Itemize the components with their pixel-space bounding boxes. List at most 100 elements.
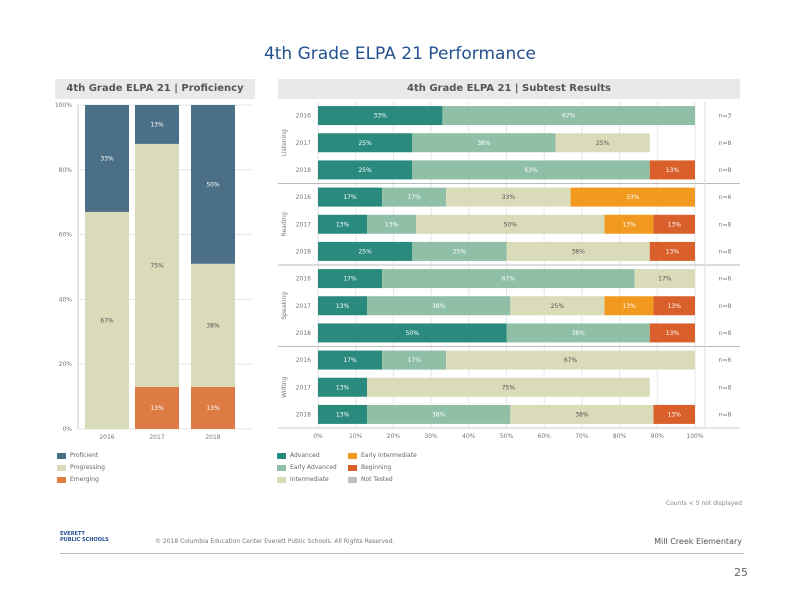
bar-segment: [382, 350, 447, 370]
row-year-label: 2016: [296, 357, 311, 364]
data-label: 38%: [477, 140, 491, 147]
legend-progressing: Progressing: [57, 464, 105, 471]
bar-segment: [506, 323, 650, 343]
data-label: 13%: [668, 303, 682, 310]
legend-advanced: Advanced: [277, 452, 320, 459]
y-tick-label: 60%: [59, 232, 73, 239]
x-tick-label: 90%: [651, 433, 665, 440]
x-tick-label: 40%: [462, 433, 476, 440]
bar-segment: [412, 133, 556, 153]
bar-segment: [442, 106, 695, 126]
legend-swatch-early-intermediate: [348, 452, 357, 459]
row-n-label: n=8: [719, 140, 732, 147]
data-label: 33%: [626, 194, 640, 201]
data-label: 38%: [571, 330, 585, 337]
legend-swatch-emerging: [57, 476, 66, 483]
data-label: 13%: [336, 384, 350, 391]
row-year-label: 2018: [296, 167, 311, 174]
legend-label: Not Tested: [361, 476, 393, 483]
bar-segment: [604, 296, 654, 316]
bar-segment: [653, 296, 695, 316]
data-label: 13%: [336, 303, 350, 310]
data-label: 38%: [571, 248, 585, 255]
data-label: 13%: [385, 221, 399, 228]
x-tick-label: 2016: [99, 434, 114, 441]
data-label: 38%: [575, 411, 589, 418]
bar-segment: [412, 160, 650, 180]
bar-segment: [318, 377, 368, 397]
data-label: 67%: [564, 357, 578, 364]
row-year-label: 2017: [296, 303, 311, 310]
bar-segment: [416, 214, 605, 234]
district-logo: EVERETT PUBLIC SCHOOLS: [60, 531, 109, 543]
data-label: 13%: [336, 221, 350, 228]
bar-segment: [649, 241, 695, 261]
y-tick-label: 0%: [62, 426, 72, 433]
data-label: 13%: [666, 248, 680, 255]
group-label: Reading: [281, 212, 288, 237]
data-label: 17%: [407, 357, 421, 364]
bar-segment: [85, 105, 129, 212]
data-label: 13%: [336, 411, 350, 418]
bar-segment: [570, 187, 695, 207]
legend-label: Beginning: [361, 464, 392, 471]
data-label: 25%: [453, 248, 467, 255]
row-year-label: 2016: [296, 194, 311, 201]
row-year-label: 2018: [296, 330, 311, 337]
data-label: 33%: [100, 155, 114, 162]
group-label: Speaking: [281, 292, 288, 320]
y-tick-label: 80%: [59, 167, 73, 174]
legend-swatch-advanced: [277, 452, 286, 459]
copyright-text: © 2018 Columbia Education Center Everett…: [155, 538, 395, 545]
data-label: 17%: [343, 357, 357, 364]
footer-divider: [60, 553, 744, 554]
legend-swatch-intermediate: [277, 476, 286, 483]
logo-line: PUBLIC SCHOOLS: [60, 537, 109, 543]
bar-segment: [604, 214, 654, 234]
row-year-label: 2017: [296, 221, 311, 228]
row-n-label: n=8: [719, 248, 732, 255]
bar-segment: [367, 377, 650, 397]
data-label: 13%: [666, 167, 680, 174]
x-tick-label: 10%: [349, 433, 363, 440]
legend-swatch-early-advanced: [277, 464, 286, 471]
bar-segment: [506, 241, 650, 261]
data-label: 13%: [622, 221, 636, 228]
bar-segment: [191, 386, 235, 429]
row-n-label: n=6: [719, 276, 732, 283]
bar-segment: [510, 404, 654, 424]
bar-segment: [382, 269, 635, 289]
bar-segment: [135, 386, 179, 429]
x-tick-label: 70%: [575, 433, 589, 440]
row-year-label: 2017: [296, 384, 311, 391]
x-tick-label: 100%: [686, 433, 703, 440]
school-name: Mill Creek Elementary: [654, 537, 742, 546]
data-label: 75%: [150, 262, 164, 269]
data-label: 25%: [596, 140, 610, 147]
row-n-label: n=6: [719, 194, 732, 201]
data-label: 50%: [206, 181, 220, 188]
y-tick-label: 40%: [59, 296, 73, 303]
bar-segment: [649, 160, 695, 180]
legend-emerging: Emerging: [57, 476, 99, 483]
legend-label: Intermediate: [290, 476, 329, 483]
data-label: 25%: [358, 167, 372, 174]
bar-segment: [135, 143, 179, 387]
bar-segment: [135, 105, 179, 144]
legend-early-advanced: Early Advanced: [277, 464, 337, 471]
bar-segment: [367, 214, 417, 234]
x-tick-label: 60%: [538, 433, 552, 440]
x-tick-label: 80%: [613, 433, 627, 440]
bar-segment: [367, 404, 511, 424]
data-label: 17%: [343, 276, 357, 283]
legend-label: Early Advanced: [290, 464, 337, 471]
bar-segment: [318, 323, 507, 343]
legend-swatch-proficient: [57, 452, 66, 459]
bar-segment: [510, 296, 605, 316]
bar-segment: [318, 160, 413, 180]
logo-line: EVERETT: [60, 531, 85, 537]
bar-segment: [318, 133, 413, 153]
bar-segment: [367, 296, 511, 316]
legend-proficient: Proficient: [57, 452, 98, 459]
